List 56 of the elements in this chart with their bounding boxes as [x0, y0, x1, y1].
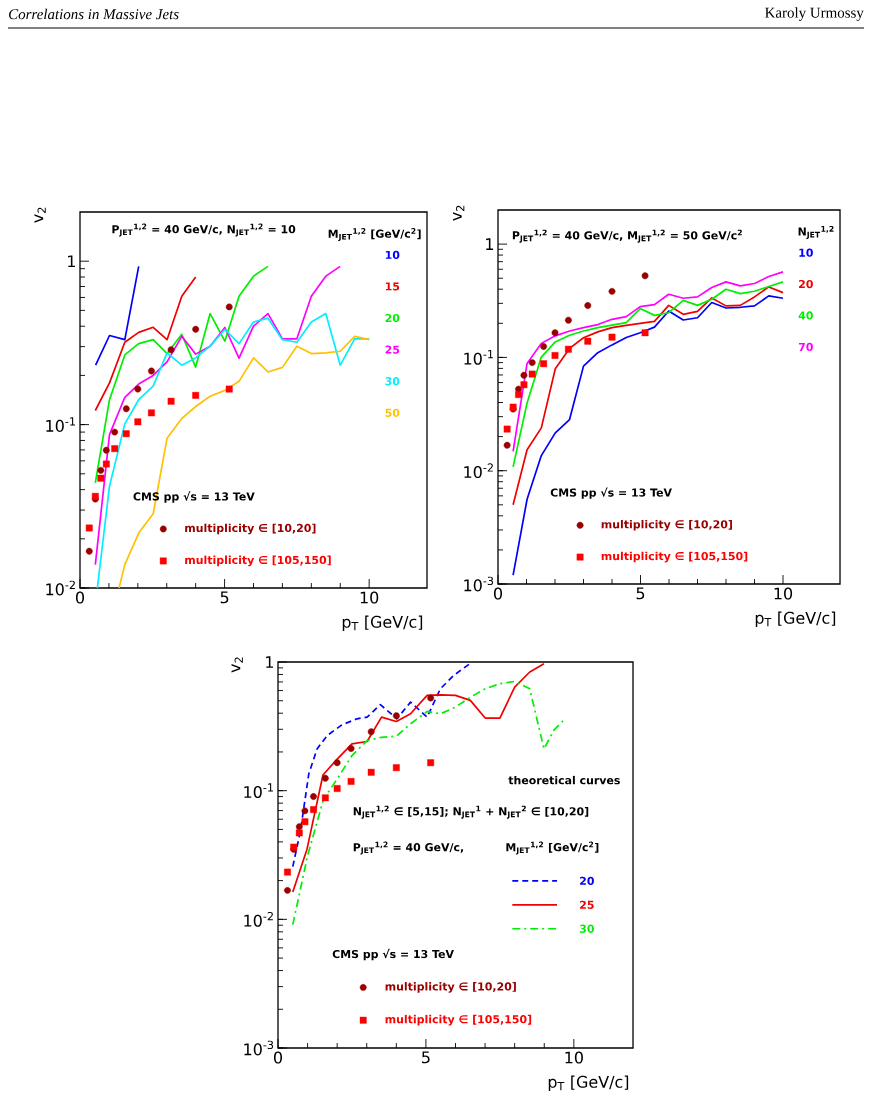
legend-title: M$_{JET}$$^{1,2}$ [GeV/c$^{2}$] — [506, 841, 599, 855]
legend-label: multiplicity ∈ [105,150] — [385, 1014, 532, 1026]
y-tick-label: 10$^{-1}$ — [244, 783, 273, 798]
annotation: P$_{JET}$$^{1,2}$ = 40 GeV/c, — [353, 841, 464, 855]
text: 40 — [798, 311, 813, 320]
legend-label: multiplicity ∈ [105,150] — [601, 551, 748, 563]
legend-label: multiplicity ∈ [10,20] — [385, 982, 516, 993]
x-axis-title: p$_{T}$ [GeV/c] — [755, 611, 836, 627]
x-tick-label: 0 — [75, 591, 85, 604]
y-tick-label: 1 — [486, 238, 494, 250]
text: P$_{JET}$$^{1,2}$ = 40 GeV/c, M$_{JET}$$^{1,2}$ = 50 GeV/c$^{2}$ — [512, 229, 742, 243]
text: Correlations in Massive Jets — [9, 8, 179, 20]
annotation: theoretical curves — [508, 775, 620, 785]
y-tick-label: 1 — [266, 656, 274, 668]
y-tick-label: 1 — [68, 255, 76, 267]
x-tick-label: 5 — [636, 587, 645, 600]
legend-label: 25 — [580, 900, 594, 909]
y-tick-label: 10$^{-3}$ — [464, 576, 494, 592]
y-axis-title: v$_{2}$ — [231, 657, 243, 673]
x-tick-label: 10 — [565, 1051, 583, 1064]
y-axis-title: v$_{2}$ — [453, 205, 465, 221]
text: 25 — [385, 345, 400, 354]
y-tick-label: 10$^{-2}$ — [244, 911, 273, 927]
y-axis-title: v$_{2}$ — [34, 207, 46, 223]
legend-label: multiplicity ∈ [10,20] — [601, 519, 732, 531]
text: 20 — [385, 313, 400, 323]
legend-title: M$_{JET}$$^{1,2}$ [GeV/c$^{2}$] — [328, 228, 421, 242]
annotation: CMS pp √s = 13 TeV — [550, 487, 672, 499]
y-tick-label: 10$^{-1}$ — [46, 417, 75, 432]
x-axis-title: p$_{T}$ [GeV/c] — [342, 615, 423, 631]
y-tick-label: 10$^{-2}$ — [46, 580, 75, 596]
text: 30 — [385, 377, 400, 386]
text: 15 — [385, 282, 400, 291]
text: 50 — [385, 408, 400, 417]
y-tick-label: 10$^{-3}$ — [244, 1040, 274, 1056]
legend-label: multiplicity ∈ [10,20] — [185, 523, 316, 535]
annotation: CMS pp √s = 13 TeV — [332, 948, 454, 961]
text: P$_{JET}$$^{1,2}$ = 40 GeV/c, N$_{JET}$$^{1,2}$ = 10 — [112, 223, 296, 237]
legend-label: 20 — [580, 876, 594, 886]
text: N$_{JET}$$^{1,2}$ ∈ [5,15]; N$_{JET}$$^{1}$ + N$_{JET}$$^{2}$ ∈ [10,20] — [353, 805, 589, 819]
text: 10 — [799, 248, 813, 257]
text: 10 — [385, 250, 400, 260]
text: Karoly Urmossy — [765, 7, 864, 21]
x-tick-label: 5 — [422, 1051, 430, 1064]
legend-label: multiplicity ∈ [105,150] — [185, 555, 331, 567]
y-tick-label: 10$^{-2}$ — [464, 463, 493, 479]
x-tick-label: 10 — [774, 587, 793, 600]
text: 70 — [798, 342, 813, 352]
x-axis-title: p$_{T}$ [GeV/c] — [548, 1075, 629, 1091]
legend-label: 30 — [579, 924, 594, 933]
y-tick-label: 10$^{-1}$ — [464, 350, 493, 365]
x-tick-label: 0 — [273, 1051, 283, 1064]
x-tick-label: 10 — [360, 591, 379, 604]
x-tick-label: 5 — [220, 591, 229, 604]
x-tick-label: 0 — [493, 587, 503, 600]
series-label: 20 — [799, 279, 813, 289]
